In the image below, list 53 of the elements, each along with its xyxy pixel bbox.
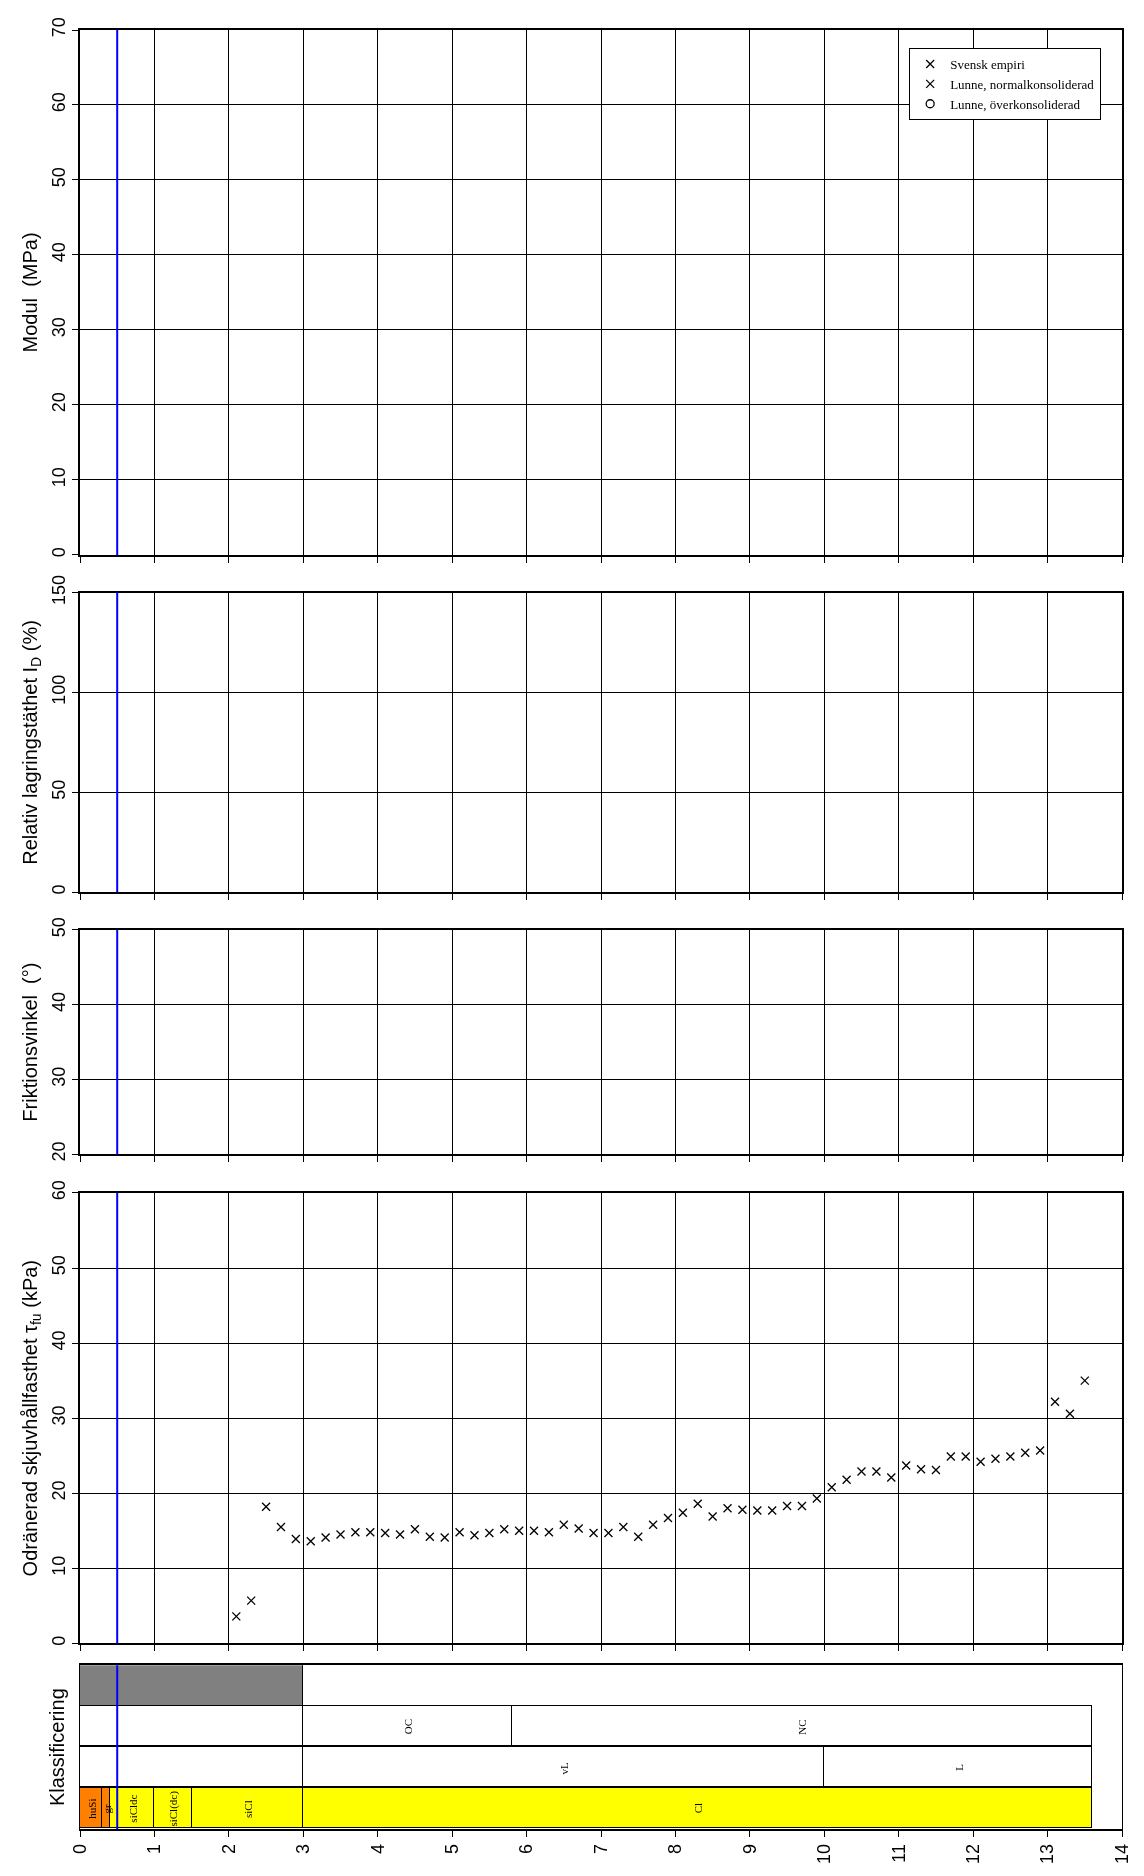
y-tick-label: 30 (49, 1066, 70, 1087)
legend-label: Lunne, överkonsoliderad (950, 96, 1081, 112)
x-tick-label: 5 (441, 1843, 462, 1854)
y-tick-label: 40 (49, 1330, 70, 1351)
y-axis-title: Klassificering (46, 1688, 69, 1807)
data-label: Cl (692, 1802, 705, 1814)
y-tick-label: 60 (49, 92, 70, 113)
y-tick-label: 40 (49, 992, 70, 1013)
y-tick-label: 20 (49, 1480, 70, 1501)
y-tick-label: 30 (49, 1405, 70, 1426)
x-tick-label: 10 (814, 1843, 835, 1864)
x-tick-label: 7 (590, 1843, 611, 1854)
y-tick-label: 0 (49, 1635, 70, 1646)
y-tick-label: 20 (49, 392, 70, 413)
y-tick-label: 0 (49, 547, 70, 558)
x-tick-label: 12 (962, 1843, 983, 1864)
x-tick-label: 6 (516, 1843, 537, 1854)
y-tick-label: 10 (49, 467, 70, 488)
y-axis-title: Friktionsvinkel (°) (19, 962, 42, 1122)
y-tick-label: 150 (49, 574, 70, 605)
data-label: huSi (85, 1798, 98, 1819)
data-label: siCl(dc) (166, 1790, 180, 1827)
x-tick-label: 0 (69, 1843, 90, 1854)
x-tick-label: 2 (218, 1843, 239, 1854)
x-tick-label: 9 (739, 1843, 760, 1854)
x-tick-label: 11 (888, 1843, 909, 1863)
legend-label: Lunne, normalkonsoliderad (950, 76, 1095, 92)
y-tick-label: 20 (49, 1141, 70, 1162)
y-tick-label: 40 (49, 242, 70, 263)
y-tick-label: 50 (49, 917, 70, 938)
data-label: L (952, 1763, 965, 1771)
y-axis-title: Modul (MPa) (19, 232, 42, 353)
y-tick-label: 100 (49, 674, 70, 705)
legend-label: Svensk empiri (950, 57, 1026, 73)
y-tick-label: 10 (49, 1555, 70, 1576)
y-tick-label: 50 (49, 167, 70, 188)
x-tick-label: 13 (1037, 1843, 1058, 1864)
x-tick-label: 4 (367, 1843, 388, 1854)
y-tick-label: 70 (49, 17, 70, 38)
x-tick-label: 1 (144, 1843, 165, 1854)
y-tick-label: 50 (49, 1255, 70, 1276)
data-label: siCldc (126, 1794, 139, 1823)
y-tick-label: 50 (49, 779, 70, 800)
data-label: NC (796, 1719, 809, 1735)
data-label: OC (401, 1718, 414, 1735)
data-label: vL (558, 1761, 571, 1775)
y-tick-label: 30 (49, 317, 70, 338)
y-tick-label: 0 (49, 884, 70, 895)
x-tick-label: 3 (293, 1843, 314, 1854)
y-tick-label: 60 (49, 1180, 70, 1201)
x-tick-label: 8 (665, 1843, 686, 1854)
x-tick-label: 14 (1111, 1843, 1132, 1864)
data-label: siCl (241, 1800, 254, 1818)
